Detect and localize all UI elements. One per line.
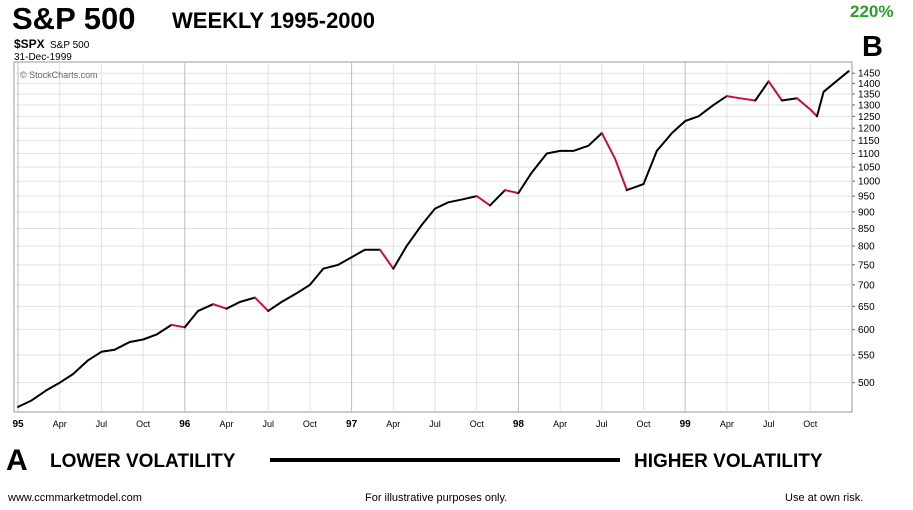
x-tick-label: Jul	[596, 419, 608, 429]
line-segment	[17, 323, 173, 408]
line-segment	[379, 248, 395, 270]
line-segment	[780, 97, 798, 102]
x-tick-label: 99	[680, 419, 692, 430]
line-segment	[489, 189, 507, 207]
y-tick-label: 1150	[858, 136, 880, 147]
x-tick-label: Oct	[636, 419, 651, 429]
grid	[14, 62, 855, 412]
chart-date: 31-Dec-1999	[14, 52, 72, 63]
y-tick-label: 850	[858, 224, 875, 235]
x-tick-label: Oct	[136, 419, 151, 429]
y-tick-label: 650	[858, 302, 875, 313]
line-segment	[517, 132, 603, 195]
y-tick-label: 1050	[858, 163, 881, 174]
x-tick-label: Jul	[763, 419, 775, 429]
source: © StockCharts.com	[20, 70, 98, 80]
footer-left: www.ccmmarketmodel.com	[7, 492, 142, 504]
y-tick-label: 700	[858, 280, 875, 291]
footer-center: For illustrative purposes only.	[365, 492, 507, 504]
y-tick-label: 1000	[858, 177, 881, 188]
footer-right: Use at own risk.	[785, 492, 863, 504]
x-tick-label: Jul	[96, 419, 108, 429]
x-tick-label: Apr	[53, 419, 67, 429]
line-segment	[170, 323, 186, 329]
y-tick-label: 1250	[858, 112, 881, 123]
line-segment	[392, 195, 478, 270]
chart-subtitle: WEEKLY 1995-2000	[172, 8, 375, 33]
line-segment	[725, 95, 757, 102]
x-tick-label: 95	[12, 419, 24, 430]
y-tick-label: 550	[858, 350, 875, 361]
line-segment	[625, 95, 728, 192]
x-tick-label: Jul	[429, 419, 441, 429]
x-tick-label: Oct	[470, 419, 485, 429]
y-tick-label: 1100	[858, 149, 880, 160]
line-series	[17, 70, 850, 408]
x-tick-label: Jul	[262, 419, 274, 429]
x-tick-label: Apr	[720, 419, 734, 429]
x-tick-label: 98	[513, 419, 525, 430]
y-tick-label: 1200	[858, 124, 881, 135]
y-tick-label: 950	[858, 192, 875, 203]
y-tick-label: 1450	[858, 69, 881, 80]
line-segment	[504, 189, 520, 195]
x-tick-label: Oct	[303, 419, 318, 429]
symbol: $SPX	[14, 37, 45, 51]
line-segment	[767, 80, 783, 102]
y-tick-label: 1400	[858, 79, 881, 90]
y-tick-label: 900	[858, 207, 875, 218]
end-label: B	[862, 31, 883, 63]
plot-frame	[13, 61, 853, 413]
line-segment	[754, 80, 770, 102]
start-label: A	[6, 444, 28, 477]
right-text: HIGHER VOLATILITY	[634, 451, 823, 472]
line-segment	[253, 296, 270, 312]
x-tick-label: 97	[346, 419, 358, 430]
symbol-name: S&P 500	[50, 40, 90, 51]
x-tick-label: 96	[179, 419, 191, 430]
y-tick-label: 1300	[858, 100, 881, 111]
gain-label: 220%	[850, 2, 893, 21]
line-segment	[816, 70, 850, 118]
line-segment	[225, 296, 256, 310]
line-segment	[183, 303, 215, 329]
y-tick-label: 750	[858, 260, 875, 271]
x-tick-label: Apr	[386, 419, 400, 429]
y-tick-label: 800	[858, 242, 875, 253]
x-tick-label: Apr	[553, 419, 567, 429]
y-tick-label: 600	[858, 325, 875, 336]
chart-title: S&P 500	[12, 1, 136, 36]
y-tick-label: 500	[858, 378, 875, 389]
y-tick-label: 1350	[858, 89, 881, 100]
line-segment	[796, 97, 818, 118]
line-segment	[475, 195, 491, 207]
x-tick-label: Apr	[219, 419, 233, 429]
line-segment	[267, 248, 381, 312]
x-tick-label: Oct	[803, 419, 818, 429]
left-text: LOWER VOLATILITY	[50, 451, 236, 472]
line-segment	[600, 132, 628, 192]
line-segment	[212, 303, 228, 310]
